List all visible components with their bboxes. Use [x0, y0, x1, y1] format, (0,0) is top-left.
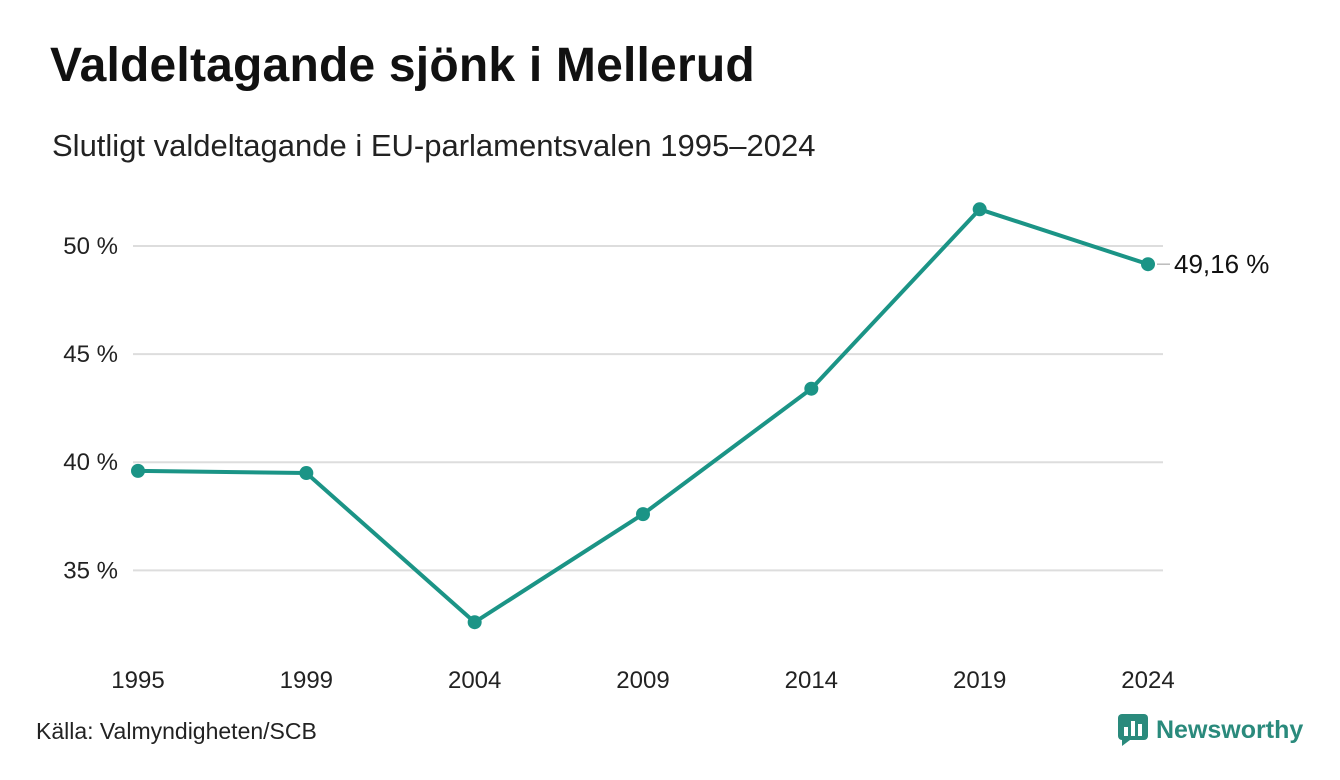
x-tick-label: 1995: [111, 667, 164, 694]
x-tick-label: 2019: [953, 667, 1006, 694]
x-tick-label: 2009: [616, 667, 669, 694]
gridlines: [133, 245, 1163, 572]
y-tick-label: 45 %: [63, 341, 118, 368]
data-point: [636, 507, 650, 522]
data-point: [1141, 257, 1155, 272]
y-tick-label: 35 %: [63, 557, 118, 584]
brand-name: Newsworthy: [1156, 715, 1304, 744]
newsworthy-logo: Newsworthy: [1118, 714, 1303, 746]
data-point: [131, 463, 145, 478]
data-point: [299, 466, 314, 481]
x-tick-label: 2004: [448, 667, 501, 694]
chart-title: Valdeltagande sjönk i Mellerud: [50, 39, 755, 92]
data-point: [804, 381, 819, 396]
source-note: Källa: Valmyndigheten/SCB: [36, 718, 317, 744]
chart-subtitle: Slutligt valdeltagande i EU-parlamentsva…: [52, 128, 816, 163]
y-axis-tick-labels: 35 % 40 % 45 % 50 %: [63, 233, 118, 584]
data-point: [467, 615, 482, 630]
end-value-label-group: 49,16 %: [1157, 249, 1269, 279]
x-tick-label: 2014: [785, 667, 838, 694]
x-tick-label: 1999: [280, 667, 333, 694]
x-axis-tick-labels: 1995 1999 2004 2009 2014 2019 2024: [111, 667, 1174, 694]
series-line: [136, 207, 1150, 625]
end-value-label: 49,16 %: [1174, 249, 1269, 279]
x-tick-label: 2024: [1121, 667, 1174, 694]
y-tick-label: 50 %: [63, 233, 118, 260]
series-turnout: [131, 202, 1155, 630]
data-point: [972, 202, 987, 217]
y-tick-label: 40 %: [63, 449, 118, 476]
newsworthy-logo-icon: [1118, 714, 1148, 746]
